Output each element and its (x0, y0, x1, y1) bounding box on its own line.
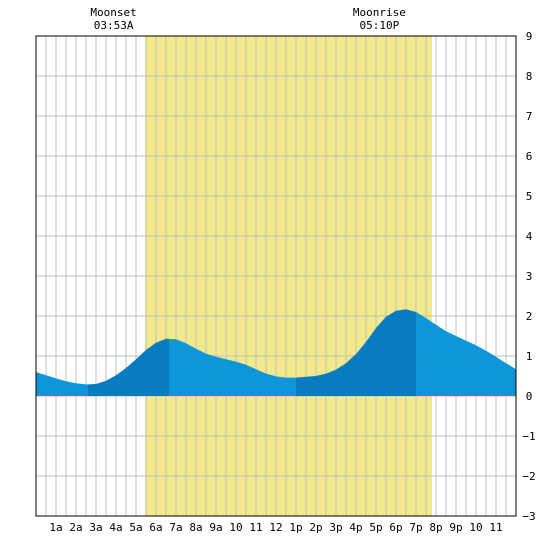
x-tick-label: 8p (429, 521, 442, 534)
x-tick-label: 2a (69, 521, 82, 534)
y-tick-label: 3 (526, 270, 533, 283)
x-axis-ticks: 1a 2a 3a 4a 5a 6a 7a 8a 9a 10 11 12 1p 2p 3p 4p 5p 6p 7p 8p… (49, 521, 502, 534)
x-tick-label: 5a (129, 521, 142, 534)
x-tick-label: 1a (49, 521, 62, 534)
tide-area-falling (88, 338, 169, 396)
x-tick-label: 9p (449, 521, 462, 534)
y-tick-label: −3 (522, 510, 535, 523)
y-tick-label: 6 (526, 150, 533, 163)
tide-area-layer (36, 309, 516, 396)
y-tick-label: 7 (526, 110, 533, 123)
x-tick-label: 11 (249, 521, 262, 534)
tide-area-rising (36, 372, 88, 396)
moon-event-label: Moonset (90, 6, 136, 19)
x-tick-label: 12 (269, 521, 282, 534)
x-tick-label: 7a (169, 521, 182, 534)
x-tick-label: 6a (149, 521, 162, 534)
y-tick-label: 1 (526, 350, 533, 363)
x-tick-label: 4p (349, 521, 362, 534)
y-tick-label: 8 (526, 70, 533, 83)
y-tick-label: 4 (526, 230, 533, 243)
y-tick-label: 9 (526, 30, 533, 43)
x-tick-label: 4a (109, 521, 122, 534)
x-tick-label: 2p (309, 521, 322, 534)
x-tick-label: 10 (229, 521, 242, 534)
y-axis-ticks: −3 −2 −1 0 1 2 3 4 5 6 7 8 9 (522, 30, 535, 523)
x-tick-label: 9a (209, 521, 222, 534)
moon-event-time: 05:10P (360, 19, 400, 32)
x-tick-label: 10 (469, 521, 482, 534)
x-tick-label: 3p (329, 521, 342, 534)
tide-area-falling (296, 309, 416, 396)
tide-area-rising (416, 312, 516, 396)
moon-event-time: 03:53A (94, 19, 134, 32)
tide-area-rising (169, 338, 296, 396)
y-tick-label: 2 (526, 310, 533, 323)
y-tick-label: 0 (526, 390, 533, 403)
x-tick-label: 7p (409, 521, 422, 534)
x-tick-label: 8a (189, 521, 202, 534)
x-tick-label: 1p (289, 521, 302, 534)
grid-layer (36, 36, 516, 516)
x-tick-label: 11 (489, 521, 502, 534)
plot-frame (35, 35, 517, 517)
y-tick-label: −1 (522, 430, 535, 443)
x-tick-label: 3a (89, 521, 102, 534)
y-tick-label: 5 (526, 190, 533, 203)
moon-event-label: Moonrise (353, 6, 406, 19)
x-tick-label: 6p (389, 521, 402, 534)
y-tick-label: −2 (522, 470, 535, 483)
x-tick-label: 5p (369, 521, 382, 534)
plot-border (35, 35, 517, 517)
